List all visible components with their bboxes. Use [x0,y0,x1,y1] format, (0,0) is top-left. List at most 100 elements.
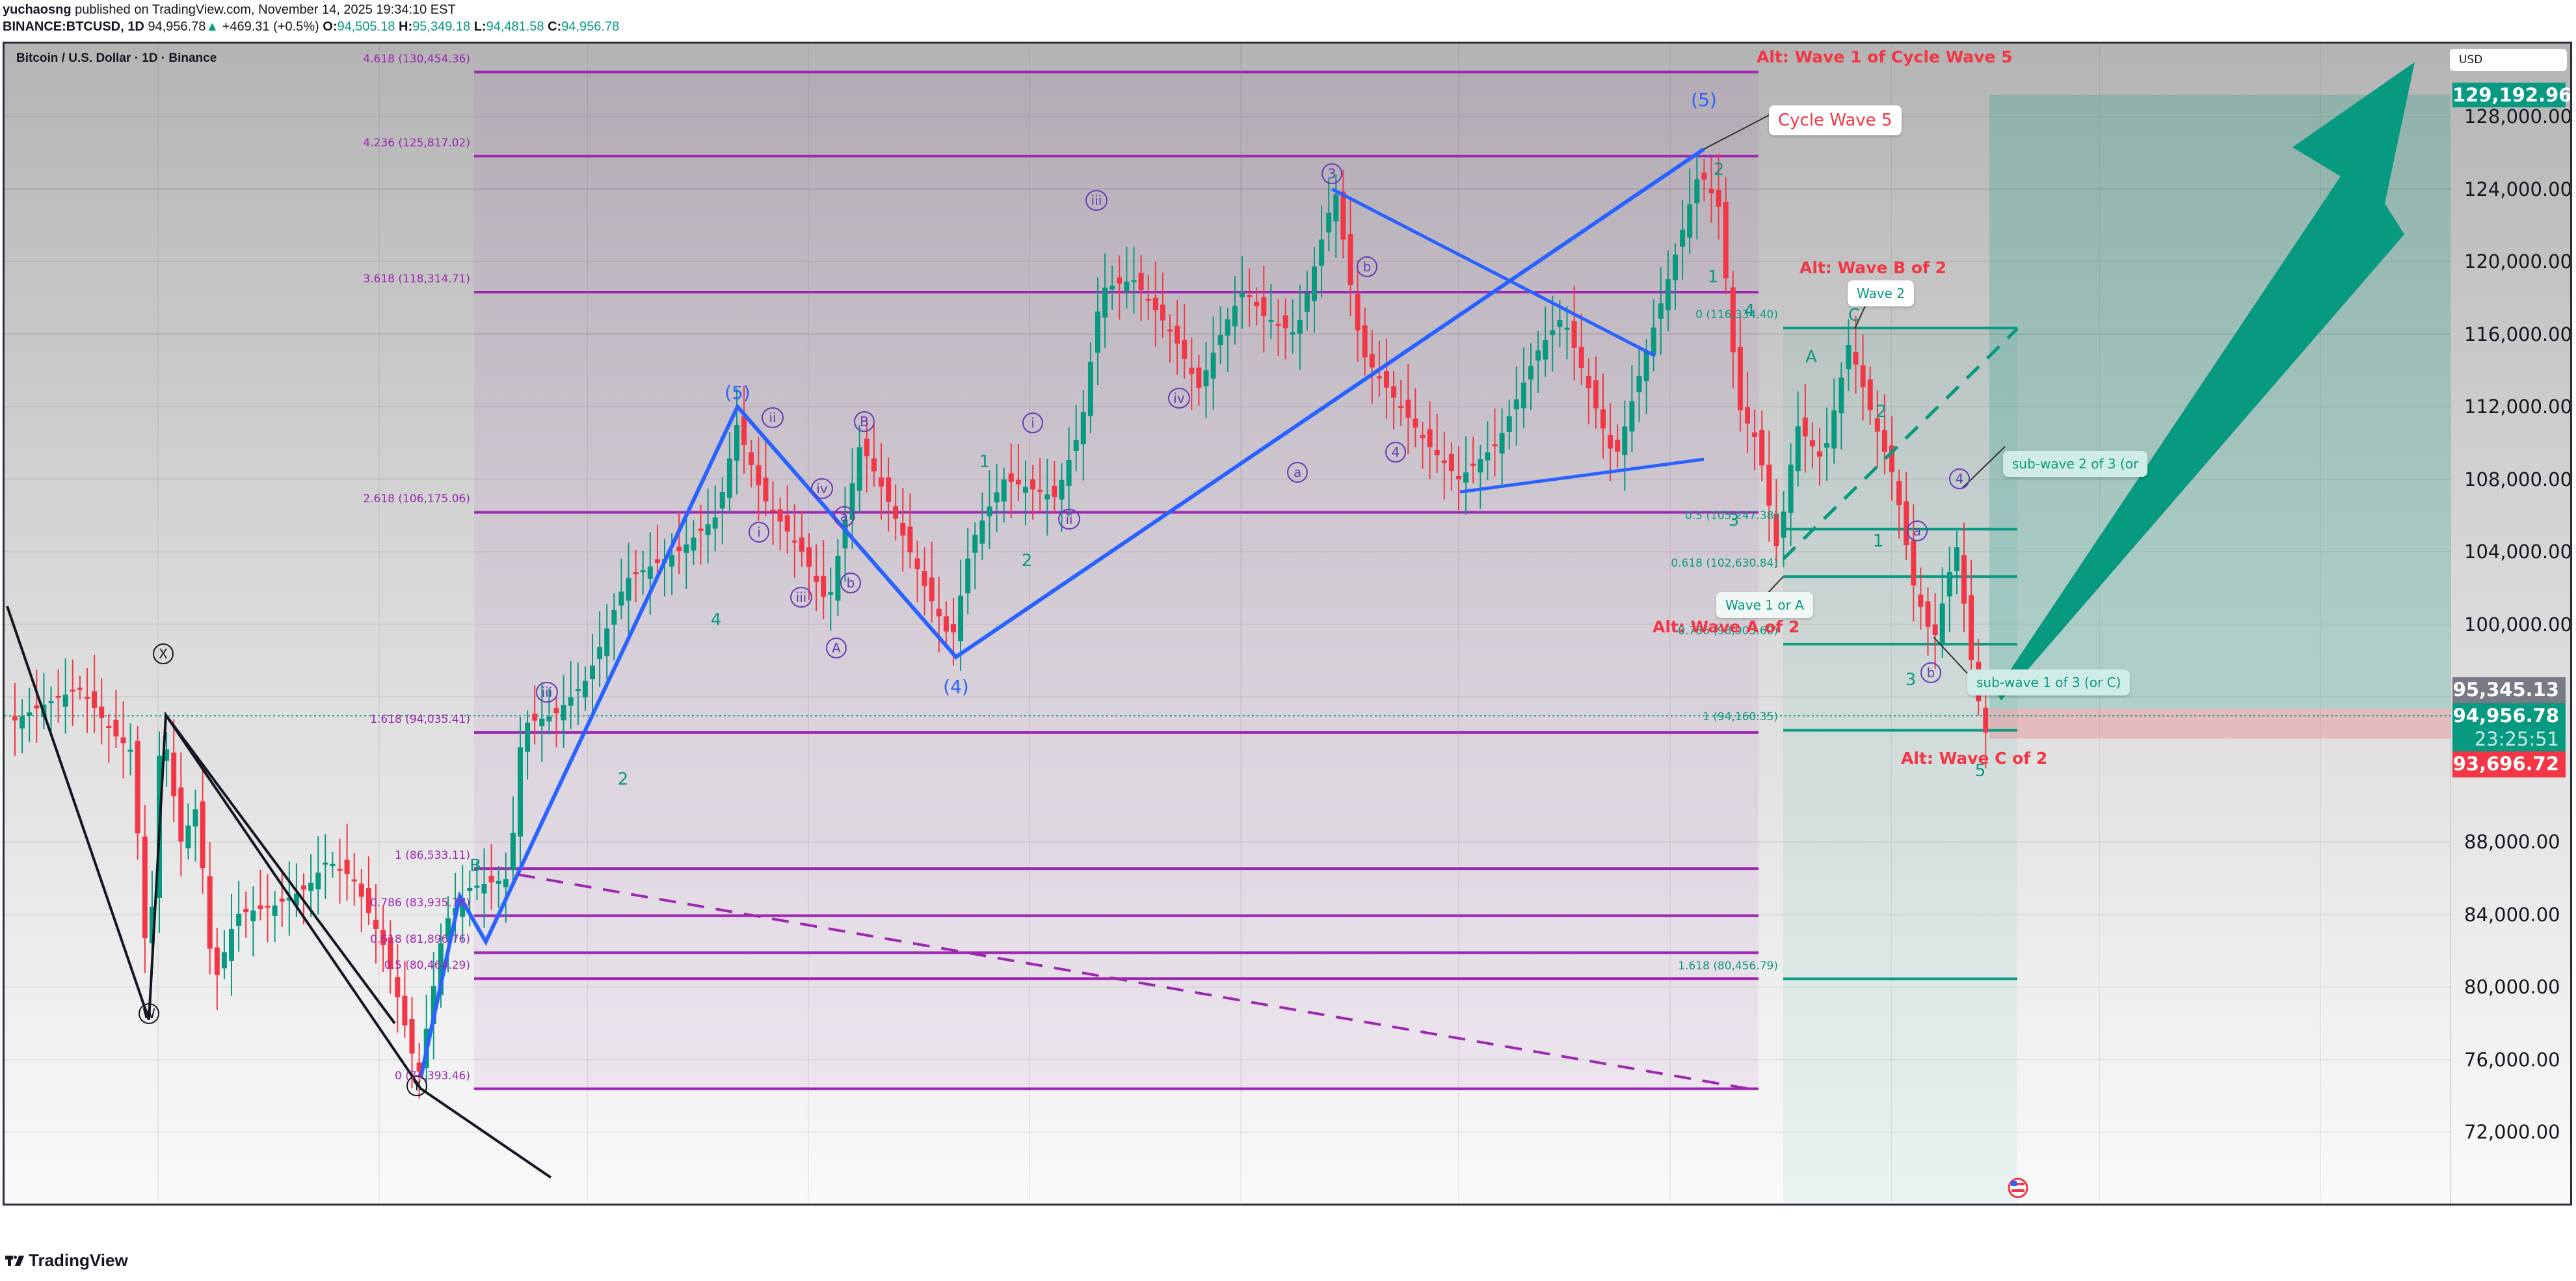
svg-text:ii: ii [769,410,776,425]
label-alt-wave-a-of-2: Alt: Wave A of 2 [1653,617,1800,636]
time-axis-label: Jun [793,1202,824,1204]
publisher-name[interactable]: yuchaosng [3,3,72,17]
open-label: O: [323,20,338,34]
svg-text:4: 4 [711,610,722,630]
tradingview-logo-icon [5,1254,25,1267]
chart-canvas[interactable]: WXY(5)(4)(5)iiiiiiivabABiii3ivba4iiiiii4… [5,44,2450,1206]
svg-text:iv: iv [1173,390,1185,406]
time-axis-label: Aug [1223,1202,1258,1204]
fib-level-label: 0.618 (81,896.76) [370,933,470,947]
price-axis-tick: 112,000.00 [2464,396,2572,418]
fib-level-label: 0.5 (80,464.29) [384,959,470,973]
us-flag-event-icon[interactable] [2008,1178,2028,1198]
svg-text:B: B [860,414,869,429]
low-label: L: [473,20,486,34]
high-value: 95,349.18 [412,20,471,34]
svg-text:X: X [159,646,168,662]
price-axis-tick: 124,000.00 [2464,178,2572,200]
price-axis-tick: 72,000.00 [2464,1121,2560,1144]
fib-level-label: 0.618 (102,630.84) [1671,557,1778,571]
fib-level-label: 0 (74,393.46) [394,1069,470,1083]
svg-text:iii: iii [796,589,807,605]
price-axis-tick: 104,000.00 [2464,541,2572,563]
open-value: 94,505.18 [337,20,395,34]
up-triangle-icon: ▲ [206,20,219,34]
time-axis-label: Jul [1017,1202,1042,1204]
svg-text:1: 1 [979,452,990,472]
currency-selector[interactable]: USD [2450,49,2567,71]
symbol: BINANCE:BTCUSD, 1D [3,20,144,34]
price-axis-tick: 100,000.00 [2464,613,2572,636]
svg-text:4: 4 [1392,444,1400,460]
fib-level-label: 1 (86,533.11) [394,849,470,863]
svg-text:iii: iii [542,684,553,700]
price-axis-tick: 128,000.00 [2464,105,2572,128]
fib-level-label: 1.618 (94,035.41) [370,712,470,726]
time-axis-label: Apr [364,1202,395,1204]
price-axis[interactable]: 128,000.00 124,000.00 120,000.00 116,000.00… [2450,44,2572,1204]
low-value: 94,481.58 [486,20,544,34]
svg-text:2: 2 [1714,160,1725,180]
time-axis[interactable]: Mar Apr May Jun Jul Aug Sep Oct Nov Dec 2026 [5,1202,2450,1204]
svg-text:b: b [847,575,855,591]
ohlc-line: BINANCE:BTCUSD, 1D 94,956.78▲ +469.31 (+… [3,20,619,34]
svg-text:1: 1 [1708,267,1719,287]
published-text: published on TradingView.com, November 1… [75,3,456,17]
publish-header: yuchaosng published on TradingView.com, … [0,0,2576,42]
last-price-label: 94,956.78 23:25:51 [2452,703,2566,751]
label-alt-wave-c-of-2: Alt: Wave C of 2 [1901,749,2048,768]
svg-text:a: a [840,509,848,524]
stop-price-label: 93,696.72 [2452,751,2566,777]
svg-text:i: i [757,524,761,540]
svg-text:W: W [142,1006,155,1021]
price-axis-tick: 120,000.00 [2464,250,2572,273]
time-axis-label: May [569,1202,606,1204]
svg-text:2: 2 [1022,551,1033,571]
time-axis-label: Oct [1655,1202,1686,1204]
label-alt-wave-b-of-2: Alt: Wave B of 2 [1799,258,1946,277]
svg-text:b: b [1363,259,1372,275]
label-wave-1-or-a[interactable]: Wave 1 or A [1716,592,1813,618]
label-alt-wave-1-cycle-5: Alt: Wave 1 of Cycle Wave 5 [1757,47,2013,66]
svg-text:4: 4 [1744,301,1755,321]
close-value: 94,956.78 [561,20,620,34]
svg-text:4: 4 [1956,471,1964,487]
svg-text:(5): (5) [724,382,750,403]
svg-text:a: a [1294,465,1301,480]
price-axis-tick: 116,000.00 [2464,323,2572,345]
label-subwave-1-of-3[interactable]: sub-wave 1 of 3 (or C) [1967,669,2131,695]
svg-text:i: i [1031,415,1035,431]
svg-text:iii: iii [1091,193,1102,208]
svg-text:b: b [1927,665,1935,681]
price-axis-tick: 80,000.00 [2464,976,2560,999]
label-cycle-wave-5[interactable]: Cycle Wave 5 [1769,105,1902,135]
time-axis-label: Sep [1441,1202,1476,1204]
entry-price-label: 95,345.13 [2452,677,2566,703]
svg-text:(4): (4) [943,676,969,697]
fib-level-label: 0.5 (105,247.38) [1684,509,1778,523]
fib-level-label: 1.618 (80,456.79) [1678,959,1778,973]
svg-text:2: 2 [618,770,629,789]
price-axis-tick: 108,000.00 [2464,468,2572,491]
svg-text:a: a [1913,523,1921,539]
time-axis-label: 2026 [2299,1202,2343,1204]
publish-line: yuchaosng published on TradingView.com, … [3,3,456,18]
price-change: +469.31 (+0.5%) [222,20,319,34]
fib-level-label: 3.618 (118,314.71) [363,273,470,286]
label-subwave-2-of-3[interactable]: sub-wave 2 of 3 (or [2003,451,2148,477]
svg-text:5: 5 [1975,761,1986,781]
last-price: 94,956.78 [148,20,206,34]
fib-level-label: 2.618 (106,175.06) [363,492,470,506]
pane-title: Bitcoin / U.S. Dollar · 1D · Binance [16,51,217,65]
fib-level-label: 1 (94,160.35) [1702,710,1778,724]
svg-text:3: 3 [1729,511,1740,530]
svg-text:B: B [470,856,481,876]
brand-text: TradingView [29,1250,128,1270]
fib-level-label: 4.236 (125,817.02) [363,136,470,150]
fib-level-label: 0.786 (98,905.60) [1678,625,1778,638]
fib-level-label: 0 (116,334.40) [1695,308,1778,322]
label-wave-2[interactable]: Wave 2 [1848,280,1914,306]
time-axis-label: Nov [1874,1202,1908,1204]
time-axis-label: Mar [141,1202,175,1204]
